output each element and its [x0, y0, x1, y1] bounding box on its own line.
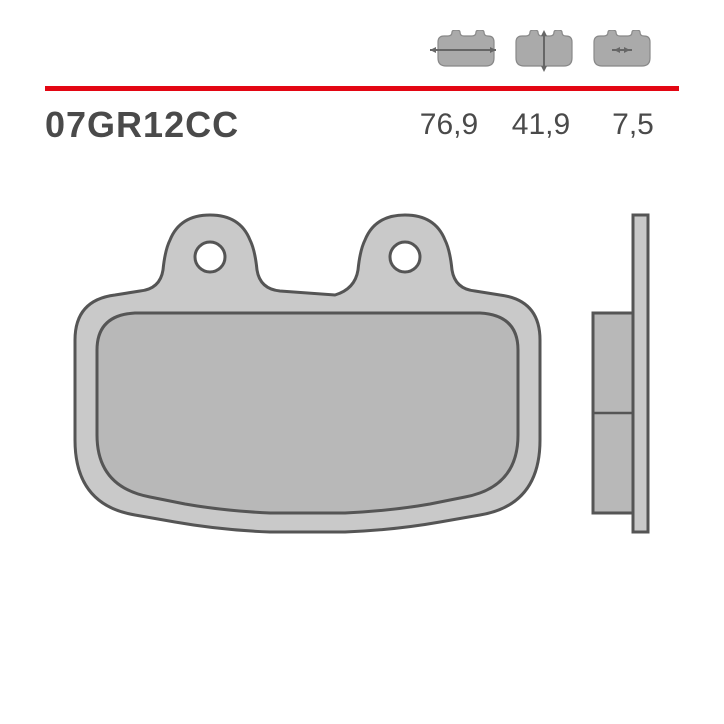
mounting-hole-left — [195, 242, 225, 272]
dimension-height: 41,9 — [495, 108, 587, 142]
dimension-width: 76,9 — [403, 108, 495, 142]
height-icon — [506, 30, 576, 72]
backing-plate-side — [633, 215, 648, 532]
dimension-icons-row — [428, 30, 654, 72]
friction-pad-front — [97, 313, 518, 513]
separator-line — [45, 86, 679, 91]
width-icon — [428, 30, 498, 72]
part-number: 07GR12CC — [45, 104, 403, 146]
mounting-hole-right — [390, 242, 420, 272]
side-view — [593, 215, 648, 532]
dimension-thickness: 7,5 — [587, 108, 679, 142]
dimensions-group: 76,9 41,9 7,5 — [403, 108, 679, 142]
front-view — [75, 215, 540, 532]
spec-row: 07GR12CC 76,9 41,9 7,5 — [45, 100, 679, 150]
thickness-icon — [584, 30, 654, 72]
brake-pad-diagram — [45, 195, 679, 585]
